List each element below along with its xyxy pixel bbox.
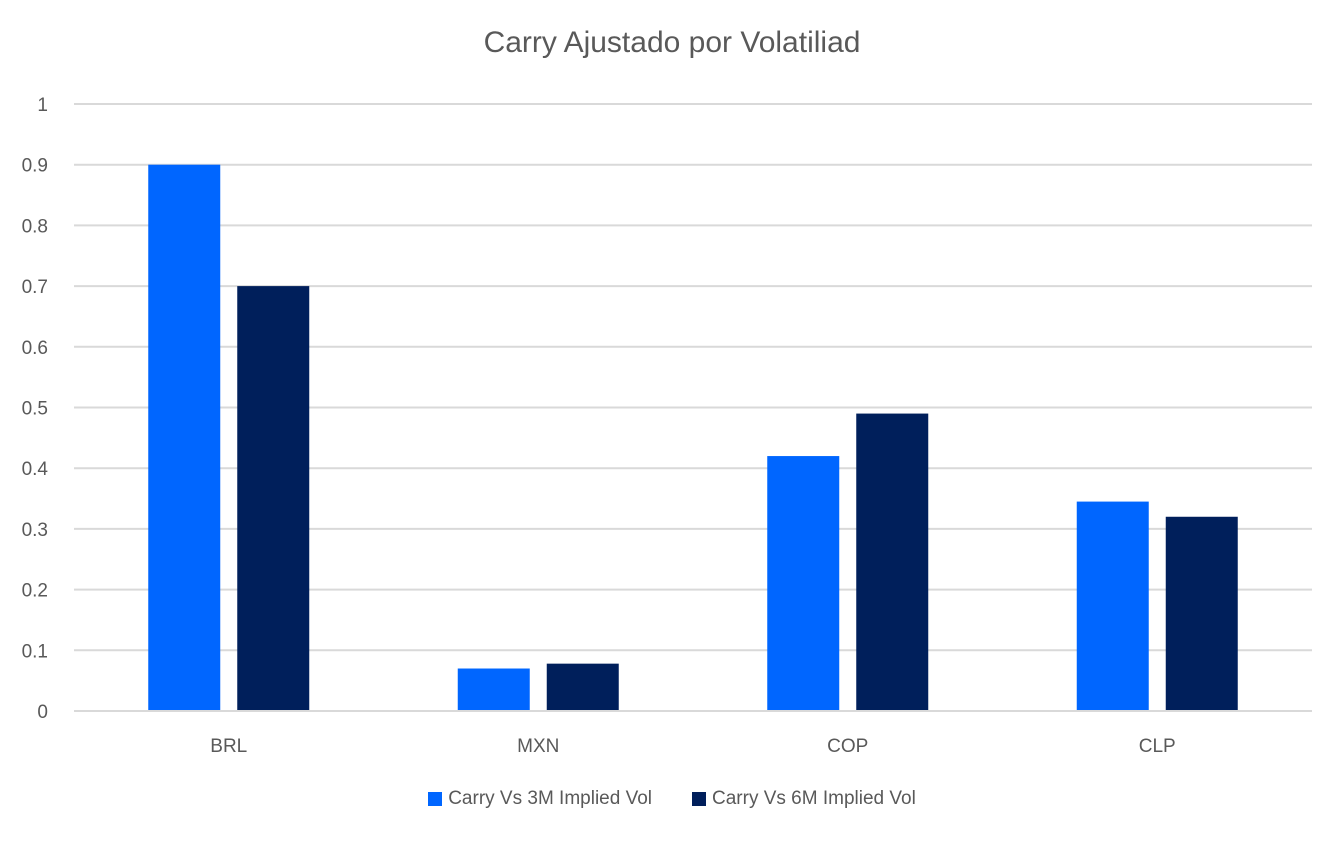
y-tick-label: 0.1	[22, 641, 48, 662]
bar-cop-series-2	[856, 413, 929, 711]
chart-title: Carry Ajustado por Volatiliad	[483, 26, 861, 59]
x-tick-label: MXN	[517, 736, 559, 757]
bar-brl-series-2	[237, 286, 310, 711]
x-tick-label: COP	[827, 736, 868, 757]
y-tick-label: 1	[37, 95, 48, 116]
bar-clp-series-2	[1165, 516, 1238, 711]
y-tick-label: 0.7	[22, 277, 48, 298]
y-tick-label: 0.2	[22, 581, 48, 602]
legend-label-series-2: Carry Vs 6M Implied Vol	[712, 788, 916, 809]
legend-item-series-2: Carry Vs 6M Implied Vol	[692, 788, 916, 810]
legend-item-series-1: Carry Vs 3M Implied Vol	[428, 788, 652, 810]
y-tick-label: 0.3	[22, 520, 48, 541]
x-tick-label: CLP	[1139, 736, 1176, 757]
legend-label-series-1: Carry Vs 3M Implied Vol	[448, 788, 652, 809]
y-tick-label: 0.5	[22, 399, 48, 420]
bar-brl-series-1	[148, 164, 221, 711]
legend: Carry Vs 3M Implied Vol Carry Vs 6M Impl…	[0, 788, 1344, 810]
y-tick-label: 0.9	[22, 156, 48, 177]
y-tick-label: 0	[37, 702, 48, 723]
y-tick-label: 0.6	[22, 338, 48, 359]
bar-mxn-series-1	[457, 668, 530, 711]
bar-mxn-series-2	[546, 663, 619, 711]
bar-cop-series-1	[767, 456, 840, 711]
bar-clp-series-1	[1076, 501, 1149, 711]
x-tick-label: BRL	[210, 736, 247, 757]
legend-swatch-series-1	[428, 792, 443, 806]
legend-swatch-series-2	[692, 792, 706, 806]
y-tick-label: 0.4	[22, 459, 49, 480]
y-tick-label: 0.8	[22, 216, 48, 237]
